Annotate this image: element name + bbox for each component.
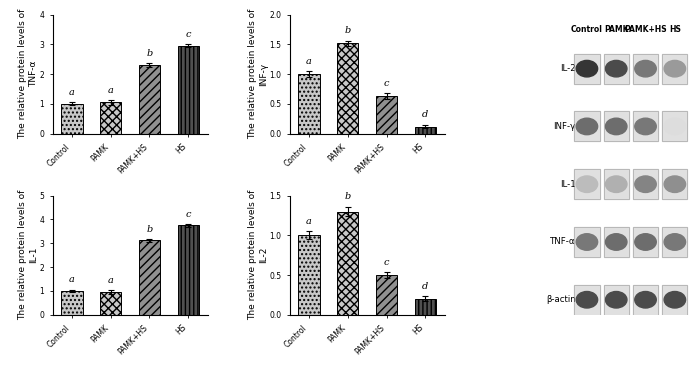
- Ellipse shape: [635, 60, 657, 77]
- Ellipse shape: [664, 60, 685, 77]
- Text: b: b: [344, 26, 351, 36]
- FancyBboxPatch shape: [662, 227, 687, 257]
- Ellipse shape: [606, 60, 627, 77]
- FancyBboxPatch shape: [633, 54, 658, 84]
- FancyBboxPatch shape: [574, 169, 599, 199]
- Bar: [298, 235, 320, 315]
- Ellipse shape: [664, 118, 685, 135]
- Bar: [139, 65, 160, 134]
- FancyBboxPatch shape: [662, 169, 687, 199]
- FancyBboxPatch shape: [633, 227, 658, 257]
- Ellipse shape: [635, 234, 657, 250]
- Text: Control: Control: [571, 25, 603, 34]
- Text: a: a: [306, 217, 312, 226]
- Text: a: a: [108, 86, 113, 95]
- FancyBboxPatch shape: [662, 54, 687, 84]
- Bar: [414, 127, 436, 134]
- Y-axis label: The relative protein levels of
TNF-α: The relative protein levels of TNF-α: [18, 9, 38, 139]
- Text: INF-γ: INF-γ: [553, 122, 575, 131]
- Ellipse shape: [606, 118, 627, 135]
- Y-axis label: The relative protein levels of
INF-γ: The relative protein levels of INF-γ: [248, 9, 267, 139]
- Ellipse shape: [664, 176, 685, 193]
- Text: b: b: [146, 49, 153, 58]
- Ellipse shape: [606, 176, 627, 193]
- Bar: [337, 43, 358, 134]
- FancyBboxPatch shape: [662, 111, 687, 141]
- Text: c: c: [186, 210, 191, 219]
- Text: d: d: [422, 282, 428, 291]
- Ellipse shape: [635, 176, 657, 193]
- Ellipse shape: [576, 291, 598, 308]
- FancyBboxPatch shape: [603, 285, 629, 315]
- Bar: [100, 102, 121, 134]
- Text: a: a: [108, 276, 113, 285]
- Bar: [139, 240, 160, 315]
- Bar: [337, 212, 358, 315]
- Bar: [298, 74, 320, 134]
- Bar: [100, 292, 121, 315]
- FancyBboxPatch shape: [603, 169, 629, 199]
- Text: PAMK: PAMK: [604, 25, 629, 34]
- Bar: [178, 225, 199, 315]
- FancyBboxPatch shape: [633, 169, 658, 199]
- FancyBboxPatch shape: [603, 54, 629, 84]
- Text: a: a: [69, 275, 75, 284]
- Bar: [376, 275, 397, 315]
- Text: c: c: [384, 79, 389, 88]
- Y-axis label: The relative protein levels of
IL-1: The relative protein levels of IL-1: [18, 190, 38, 320]
- Bar: [376, 96, 397, 134]
- FancyBboxPatch shape: [574, 54, 599, 84]
- Ellipse shape: [664, 291, 685, 308]
- Text: IL-2: IL-2: [560, 64, 575, 73]
- Text: d: d: [422, 111, 428, 119]
- Text: c: c: [384, 258, 389, 266]
- FancyBboxPatch shape: [633, 285, 658, 315]
- Y-axis label: The relative protein levels of
IL-2: The relative protein levels of IL-2: [248, 190, 267, 320]
- Text: IL-1: IL-1: [560, 180, 575, 189]
- FancyBboxPatch shape: [603, 111, 629, 141]
- FancyBboxPatch shape: [603, 227, 629, 257]
- Ellipse shape: [576, 118, 598, 135]
- FancyBboxPatch shape: [574, 111, 599, 141]
- Text: b: b: [344, 193, 351, 201]
- Text: a: a: [69, 88, 75, 97]
- Text: HS: HS: [669, 25, 681, 34]
- Ellipse shape: [635, 291, 657, 308]
- Text: a: a: [306, 57, 312, 66]
- Ellipse shape: [576, 176, 598, 193]
- Text: b: b: [146, 225, 153, 234]
- Bar: [414, 299, 436, 315]
- Bar: [178, 46, 199, 134]
- FancyBboxPatch shape: [574, 227, 599, 257]
- Ellipse shape: [576, 234, 598, 250]
- Ellipse shape: [576, 60, 598, 77]
- Bar: [61, 104, 83, 134]
- FancyBboxPatch shape: [633, 111, 658, 141]
- FancyBboxPatch shape: [574, 285, 599, 315]
- Text: PAMK+HS: PAMK+HS: [624, 25, 667, 34]
- Ellipse shape: [664, 234, 685, 250]
- Text: β-actin: β-actin: [546, 295, 575, 304]
- Ellipse shape: [606, 291, 627, 308]
- Bar: [61, 291, 83, 315]
- FancyBboxPatch shape: [662, 285, 687, 315]
- Text: TNF-α: TNF-α: [550, 238, 575, 246]
- Text: c: c: [186, 30, 191, 39]
- Ellipse shape: [606, 234, 627, 250]
- Ellipse shape: [635, 118, 657, 135]
